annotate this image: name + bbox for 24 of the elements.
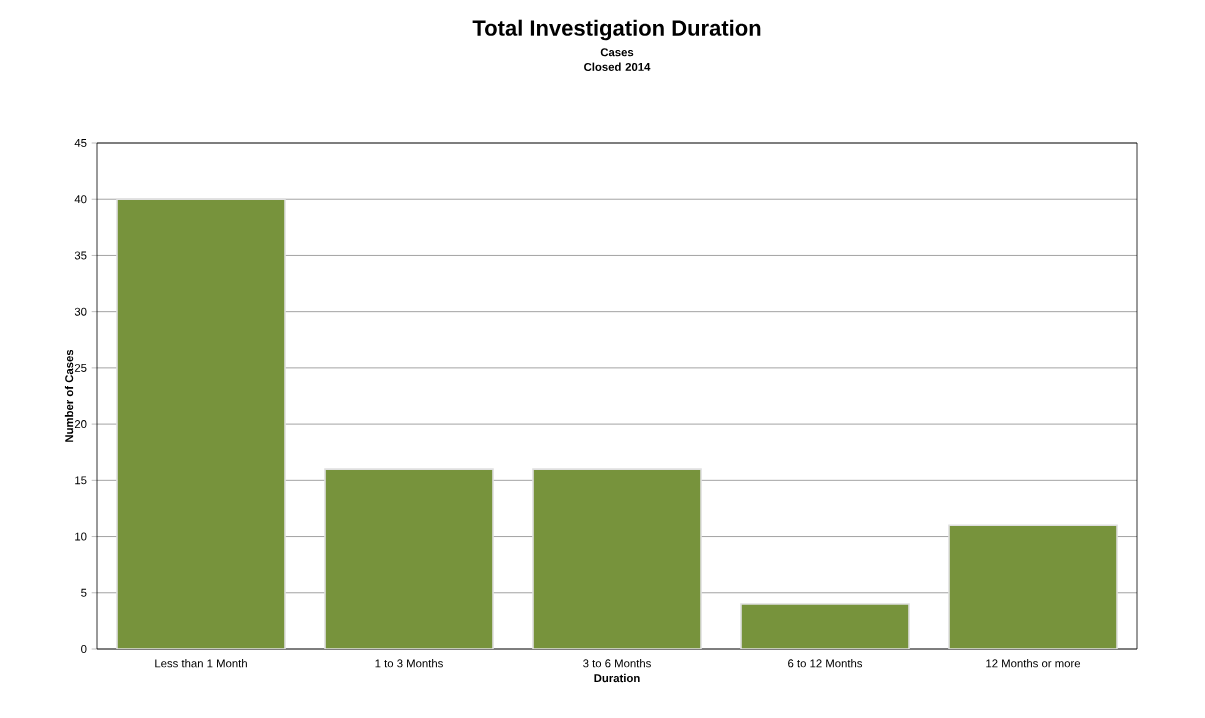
y-axis-title: Number of Cases: [64, 349, 74, 442]
x-tick-label: 3 to 6 Months: [583, 659, 651, 668]
y-tick-label: 35: [74, 251, 87, 260]
y-tick-label: 45: [74, 139, 87, 147]
y-tick-label: 30: [74, 307, 87, 316]
chart-subtitle: Cases Closed 2014: [584, 48, 651, 71]
bar: [117, 199, 286, 649]
y-tick-label: 5: [81, 588, 87, 597]
y-tick-label: 40: [74, 195, 87, 204]
bar: [324, 468, 494, 649]
y-tick-label: 0: [81, 645, 87, 654]
x-tick-label: 12 Months or more: [986, 659, 1081, 668]
y-tick-label: 20: [74, 420, 87, 429]
y-tick-label: 25: [74, 363, 87, 372]
x-tick-label: 1 to 3 Months: [375, 659, 443, 668]
y-tick-label: 15: [75, 476, 87, 485]
bar: [532, 468, 702, 649]
bar: [948, 524, 1118, 649]
chart-title: Total Investigation Duration: [472, 19, 761, 41]
bar: [740, 603, 910, 649]
y-tick-label: 10: [75, 532, 87, 541]
x-tick-label: 6 to 12 Months: [788, 659, 863, 668]
x-tick-label: Less than 1 Month: [155, 659, 247, 668]
x-axis-title: Duration: [594, 673, 640, 683]
